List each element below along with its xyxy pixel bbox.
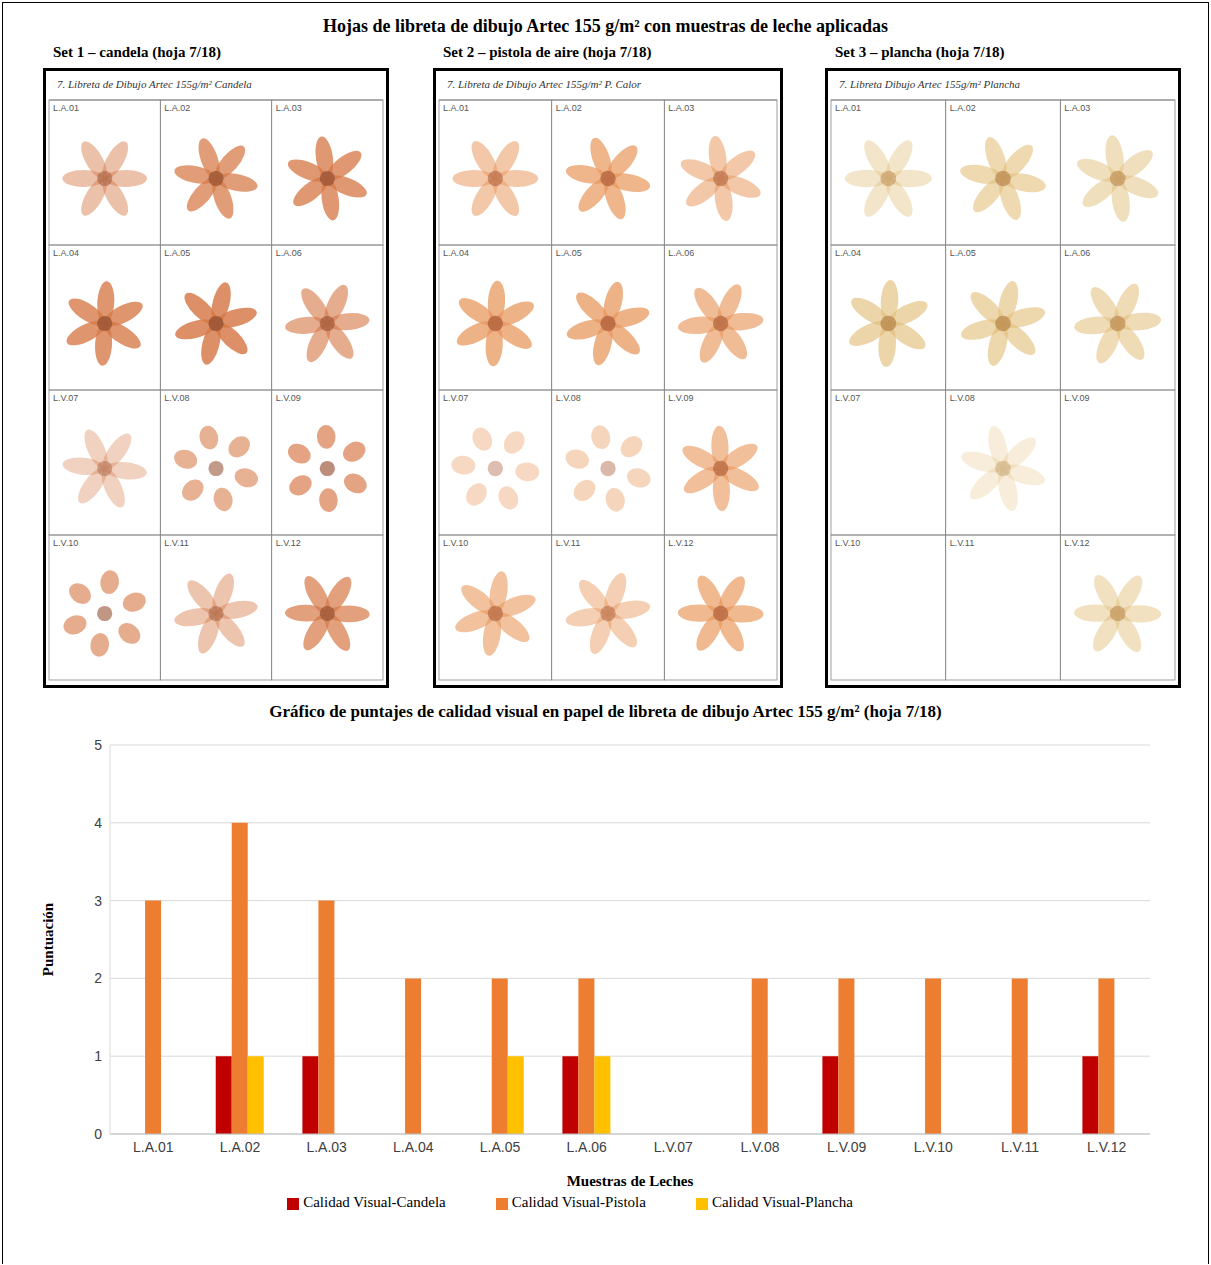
svg-text:L.V.07: L.V.07	[835, 393, 860, 403]
svg-text:L.A.03: L.A.03	[668, 103, 694, 113]
html-text:Calidad Visual-Pistola: Calidad Visual-Pistola	[511, 1194, 646, 1210]
svg-text:L.A.05: L.A.05	[480, 1139, 521, 1155]
svg-text:L.A.04: L.A.04	[393, 1139, 434, 1155]
svg-text:L.V.10: L.V.10	[443, 538, 468, 548]
svg-text:L.V.09: L.V.09	[1064, 393, 1089, 403]
svg-text:L.V.10: L.V.10	[835, 538, 860, 548]
html-text:Calidad Visual-Candela: Calidad Visual-Candela	[303, 1194, 446, 1210]
html-text:Set 1 – candela (hoja 7/18): Set 1 – candela (hoja 7/18)	[53, 44, 221, 60]
svg-text:L.V.08: L.V.08	[740, 1139, 779, 1155]
svg-text:L.A.01: L.A.01	[133, 1139, 174, 1155]
svg-text:4: 4	[94, 815, 102, 831]
svg-text:L.A.05: L.A.05	[556, 248, 582, 258]
html-text:Set 2 – pistola de aire (hoja: Set 2 – pistola de aire (hoja 7/18)	[443, 44, 652, 60]
svg-text:L.A.02: L.A.02	[220, 1139, 261, 1155]
svg-text:L.V.09: L.V.09	[276, 393, 301, 403]
svg-text:L.A.02: L.A.02	[950, 103, 976, 113]
svg-text:L.V.12: L.V.12	[668, 538, 693, 548]
svg-text:L.A.06: L.A.06	[668, 248, 694, 258]
svg-text:L.V.11: L.V.11	[950, 538, 975, 548]
svg-text:L.A.04: L.A.04	[835, 248, 861, 258]
svg-text:1: 1	[94, 1048, 102, 1064]
svg-text:L.V.09: L.V.09	[827, 1139, 866, 1155]
svg-text:7. Libreta Dibujo Artec 155g/m: 7. Libreta Dibujo Artec 155g/m² Plancha	[839, 78, 1021, 90]
svg-text:Muestras de Leches: Muestras de Leches	[567, 1173, 694, 1189]
svg-text:7. Libreta de Dibujo Artec 155: 7. Libreta de Dibujo Artec 155g/m² P. Ca…	[447, 78, 642, 90]
svg-text:L.V.11: L.V.11	[1001, 1139, 1039, 1155]
svg-text:L.V.08: L.V.08	[164, 393, 189, 403]
svg-text:L.A.02: L.A.02	[556, 103, 582, 113]
svg-text:L.V.08: L.V.08	[556, 393, 581, 403]
svg-text:0: 0	[94, 1126, 102, 1142]
svg-text:L.A.03: L.A.03	[276, 103, 302, 113]
svg-text:L.V.10: L.V.10	[53, 538, 78, 548]
svg-text:5: 5	[94, 737, 102, 753]
svg-text:L.V.11: L.V.11	[556, 538, 581, 548]
svg-text:L.A.02: L.A.02	[164, 103, 190, 113]
svg-text:L.A.06: L.A.06	[1064, 248, 1090, 258]
html-text:Calidad Visual-Plancha: Calidad Visual-Plancha	[712, 1194, 853, 1210]
svg-text:L.A.03: L.A.03	[1064, 103, 1090, 113]
svg-text:L.V.07: L.V.07	[443, 393, 468, 403]
svg-text:L.V.07: L.V.07	[654, 1139, 693, 1155]
svg-text:L.V.07: L.V.07	[53, 393, 78, 403]
html-text:Hojas de libreta de dibujo Art: Hojas de libreta de dibujo Artec 155 g/m…	[323, 16, 888, 36]
svg-text:L.A.05: L.A.05	[164, 248, 190, 258]
svg-text:L.A.06: L.A.06	[276, 248, 302, 258]
svg-text:L.V.12: L.V.12	[276, 538, 301, 548]
svg-text:7. Libreta de Dibujo Artec 155: 7. Libreta de Dibujo Artec 155g/m² Cande…	[57, 78, 252, 90]
html-text:Set 3 – plancha (hoja 7/18): Set 3 – plancha (hoja 7/18)	[835, 44, 1005, 60]
svg-text:L.V.11: L.V.11	[164, 538, 189, 548]
svg-text:L.A.06: L.A.06	[566, 1139, 607, 1155]
svg-text:L.V.09: L.V.09	[668, 393, 693, 403]
svg-text:L.A.01: L.A.01	[53, 103, 79, 113]
svg-text:L.A.04: L.A.04	[443, 248, 469, 258]
svg-text:L.A.04: L.A.04	[53, 248, 79, 258]
svg-text:L.V.08: L.V.08	[950, 393, 975, 403]
svg-text:L.V.12: L.V.12	[1064, 538, 1089, 548]
svg-text:L.V.10: L.V.10	[914, 1139, 953, 1155]
svg-text:L.A.01: L.A.01	[835, 103, 861, 113]
svg-text:Puntuación: Puntuación	[40, 902, 56, 976]
svg-text:L.A.03: L.A.03	[306, 1139, 347, 1155]
svg-text:L.V.12: L.V.12	[1087, 1139, 1126, 1155]
svg-text:L.A.05: L.A.05	[950, 248, 976, 258]
svg-text:2: 2	[94, 970, 102, 986]
html-text:Gráfico de puntajes de calidad: Gráfico de puntajes de calidad visual en…	[269, 702, 942, 721]
svg-text:L.A.01: L.A.01	[443, 103, 469, 113]
svg-text:3: 3	[94, 893, 102, 909]
